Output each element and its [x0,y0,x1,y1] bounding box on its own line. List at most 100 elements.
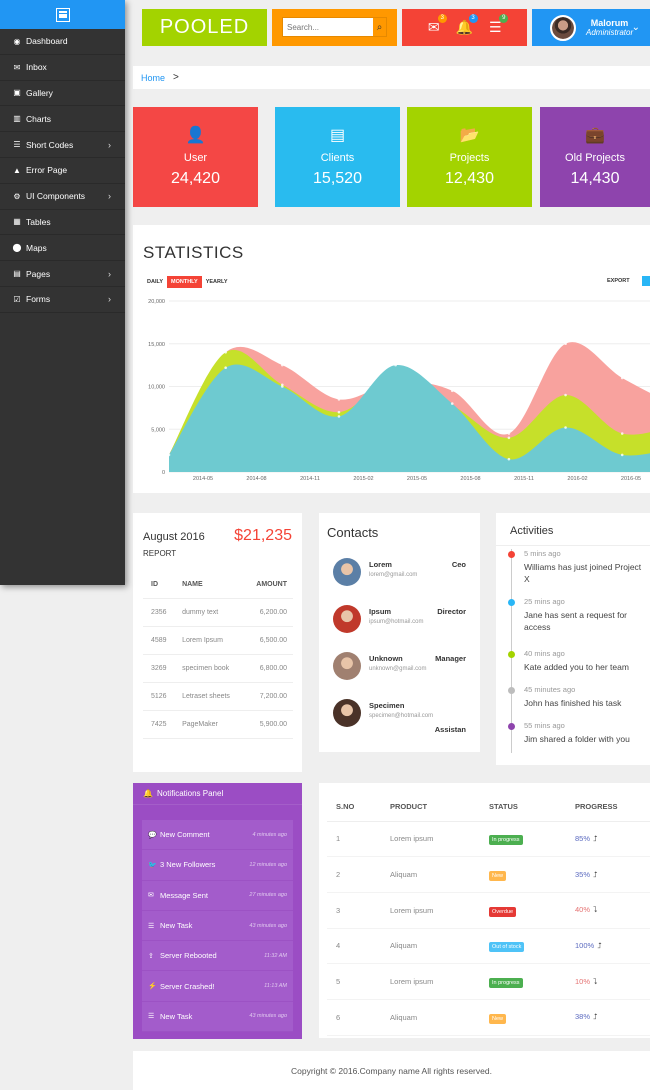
export-toggle[interactable] [642,276,650,286]
envelope-icon: ✉ [427,19,440,35]
table-row[interactable]: 3 Lorem ipsum Overdue 40% ⮧ [327,892,650,929]
row-id: 4589 [143,626,175,655]
notifications-panel: 🔔 Notifications Panel 💬 New Comment 4 minut… [133,783,302,1039]
sidebar-item-tables[interactable]: ▦ Tables [0,210,125,236]
cogs-icon: ⚙ [13,191,21,201]
table-row[interactable]: 2356 dummy text 6,200.00 [143,598,293,627]
row-amount: 6,500.00 [234,626,293,655]
bell-notification-button[interactable]: 🔔 3 [456,13,478,37]
hamburger-icon [55,7,70,22]
table-row[interactable]: 5126 Letraset sheets 7,200.00 [143,682,293,711]
table-row[interactable]: 4 Aliquam Out of stock 100% ⮥ [327,928,650,965]
sidebar-item-short-codes[interactable]: ☰ Short Codes › [0,132,125,158]
stat-card-user[interactable]: 👤 User 24,420 [133,107,258,207]
table-row[interactable]: 6 Aliquam New 38% ⮥ [327,999,650,1036]
row-sno: 1 [327,821,381,858]
tab-monthly[interactable]: MONTHLY [167,276,202,288]
row-id: 3269 [143,654,175,683]
contact-item[interactable]: Lorem Ceo lorem@gmail.com [327,552,472,599]
contact-email[interactable]: lorem@gmail.com [369,572,418,578]
tasks-icon: ☰ [488,19,502,35]
activity-time: 45 minutes ago [524,685,576,694]
contact-email[interactable]: specimen@hotmail.com [369,713,434,719]
notification-item[interactable]: ☰ New Task 43 minutes ago [142,1002,293,1033]
notification-item[interactable]: 💬 New Comment 4 minutes ago [142,820,293,851]
stat-card-clients[interactable]: ▤ Clients 15,520 [275,107,400,207]
search-icon: ⌕ [376,21,383,33]
notification-label: New Task [160,921,193,931]
sidebar-menu: ◉ Dashboard ✉ Inbox ▣ Gallery ▥ Charts ☰ Short Co… [0,29,125,313]
sidebar-item-charts[interactable]: ▥ Charts [0,106,125,133]
row-product: Aliquam [381,999,480,1036]
contact-email[interactable]: ipsum@hotmail.com [369,619,424,625]
chevron-down-icon[interactable]: ⌄ [631,22,640,33]
table-row[interactable]: 4589 Lorem Ipsum 6,500.00 [143,626,293,655]
sidebar-item-forms[interactable]: ☑ Forms › [0,287,125,313]
table-row[interactable]: 3269 specimen book 6,800.00 [143,654,293,683]
arrow-down-icon: ⮧ [593,905,598,915]
notification-item[interactable]: ☰ New Task 43 minutes ago [142,911,293,942]
notification-item[interactable]: ✉ Message Sent 27 minutes ago [142,881,293,911]
col-amount: AMOUNT [234,572,293,599]
row-progress: 40% ⮧ [566,892,650,929]
footer: Copyright © 2016.Company name All rights… [133,1051,650,1090]
report-amount: $21,235 [234,527,292,544]
sidebar-item-ui-components[interactable]: ⚙ UI Components › [0,184,125,210]
contact-item[interactable]: Unknown Manager unknown@gmail.com [327,646,472,693]
table-row[interactable]: 1 Lorem ipsum In progress 85% ⮥ [327,821,650,858]
export-button[interactable]: EXPORT [607,278,630,284]
notification-item[interactable]: 🐦 3 New Followers 12 minutes ago [142,850,293,881]
stat-label: Old Projects [565,152,625,164]
notification-item[interactable]: ⇪ Server Rebooted 11:32 AM [142,941,293,972]
activity-time: 25 mins ago [524,597,565,606]
tab-daily[interactable]: DAILY [147,279,163,285]
row-id: 7425 [143,710,175,739]
sidebar-item-label: Gallery [26,87,53,98]
breadcrumb-home-link[interactable]: Home [141,72,166,83]
timeline-dot [508,687,515,694]
activity-time: 55 mins ago [524,721,565,730]
stat-card-old-projects[interactable]: 💼 Old Projects 14,430 [540,107,650,207]
sidebar-item-inbox[interactable]: ✉ Inbox [0,55,125,81]
sidebar-item-maps[interactable]: ⬤ Maps [0,235,125,262]
data-point [450,389,454,393]
sidebar-item-gallery[interactable]: ▣ Gallery [0,81,125,107]
sidebar-item-error-page[interactable]: ▲ Error Page [0,158,125,184]
tab-yearly[interactable]: YEARLY [205,279,228,285]
stat-card-projects[interactable]: 📂 Projects 12,430 [407,107,532,207]
notification-time: 27 minutes ago [249,892,287,899]
search-input[interactable] [283,22,373,32]
notification-time: 43 minutes ago [249,1013,287,1020]
bolt-icon: ⚡ [148,983,157,991]
x-tick-label: 2014-08 [246,476,266,482]
avatar [333,652,361,680]
search-button[interactable]: ⌕ [373,18,386,36]
contact-email[interactable]: unknown@gmail.com [369,666,427,672]
avatar [333,558,361,586]
progress-value: 40% [575,905,591,915]
data-point [450,402,454,405]
table-row[interactable]: 7425 PageMaker 5,900.00 [143,710,293,739]
sidebar-item-label: Short Codes [26,139,74,150]
table-row[interactable]: 5 Lorem ipsum In progress 10% ⮧ [327,963,650,1000]
user-menu[interactable]: Malorum Administrator ⌄ [532,9,650,46]
stat-value: 24,420 [171,170,220,187]
breadcrumb: Home > [133,66,650,89]
notification-time: 12 minutes ago [249,861,287,868]
sidebar-item-pages[interactable]: ▤ Pages › [0,261,125,287]
sidebar-item-dashboard[interactable]: ◉ Dashboard [0,29,125,55]
tasks-notification-button[interactable]: ☰ 9 [486,13,509,37]
status-badge: New [489,871,507,882]
status-badge: Overdue [489,906,517,917]
contact-item[interactable]: Ipsum Director ipsum@hotmail.com [327,599,472,646]
table-row[interactable]: 2 Aliquam New 35% ⮥ [327,856,650,893]
statistics-tabs: DAILY MONTHLY YEARLY [145,276,230,288]
notification-item[interactable]: ⚡ Server Crashed! 11:13 AM [142,971,293,1002]
menu-toggle-button[interactable] [0,0,125,29]
table-icon: ▦ [13,217,21,227]
logo[interactable]: POOLED [142,9,267,46]
contact-item[interactable]: Specimen Assistan specimen@hotmail.com [327,693,472,740]
report-panel: August 2016 $21,235 REPORT ID NAME AMOUN… [133,513,302,772]
col-status: STATUS [480,793,566,822]
envelope-notification-button[interactable]: ✉ 3 [425,13,447,37]
